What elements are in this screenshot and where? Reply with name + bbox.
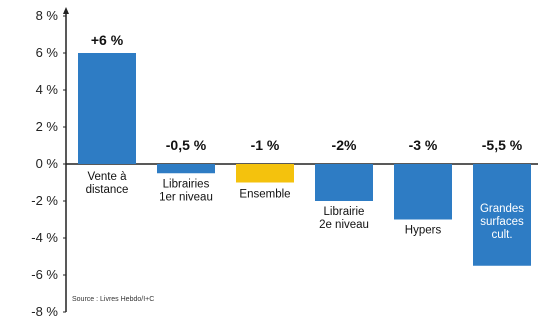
category-label: distance bbox=[86, 184, 129, 196]
category-label: Hypers bbox=[405, 225, 442, 237]
y-tick-label: 8 % bbox=[36, 8, 59, 23]
value-label: -1 % bbox=[251, 137, 280, 153]
y-axis-arrow bbox=[63, 7, 69, 14]
category-label: Grandes bbox=[480, 203, 524, 215]
value-label: -2% bbox=[332, 137, 357, 153]
y-tick-label: -6 % bbox=[31, 267, 58, 282]
value-label: -0,5 % bbox=[166, 137, 207, 153]
value-label: -5,5 % bbox=[482, 137, 523, 153]
bars bbox=[78, 53, 531, 266]
category-label: cult. bbox=[491, 229, 512, 241]
bar bbox=[78, 53, 136, 164]
bar bbox=[394, 164, 452, 220]
bar bbox=[157, 164, 215, 174]
category-label: 2e niveau bbox=[319, 219, 369, 231]
y-tick-label: 6 % bbox=[36, 45, 59, 60]
category-label: 1er niveau bbox=[159, 191, 213, 203]
category-label: Vente à bbox=[87, 171, 127, 183]
category-label: Librairie bbox=[324, 206, 365, 218]
bar bbox=[236, 164, 294, 183]
bar bbox=[473, 164, 531, 266]
value-label: -3 % bbox=[409, 137, 438, 153]
category-label: surfaces bbox=[480, 216, 524, 228]
y-tick-label: 4 % bbox=[36, 82, 59, 97]
axes: 8 % 6 % 4 % 2 % 0 % -2 % -4 % -6 % -8 % bbox=[31, 7, 538, 319]
y-tick-label: 2 % bbox=[36, 119, 59, 134]
category-label: Librairies bbox=[163, 178, 210, 190]
category-label: Ensemble bbox=[239, 189, 290, 201]
value-label: +6 % bbox=[91, 32, 124, 48]
bar bbox=[315, 164, 373, 201]
y-tick-label: 0 % bbox=[36, 156, 59, 171]
y-tick-label: -8 % bbox=[31, 304, 58, 319]
y-tick-label: -2 % bbox=[31, 193, 58, 208]
source-note: Source : Livres Hebdo/I+C bbox=[72, 296, 154, 303]
y-tick-label: -4 % bbox=[31, 230, 58, 245]
